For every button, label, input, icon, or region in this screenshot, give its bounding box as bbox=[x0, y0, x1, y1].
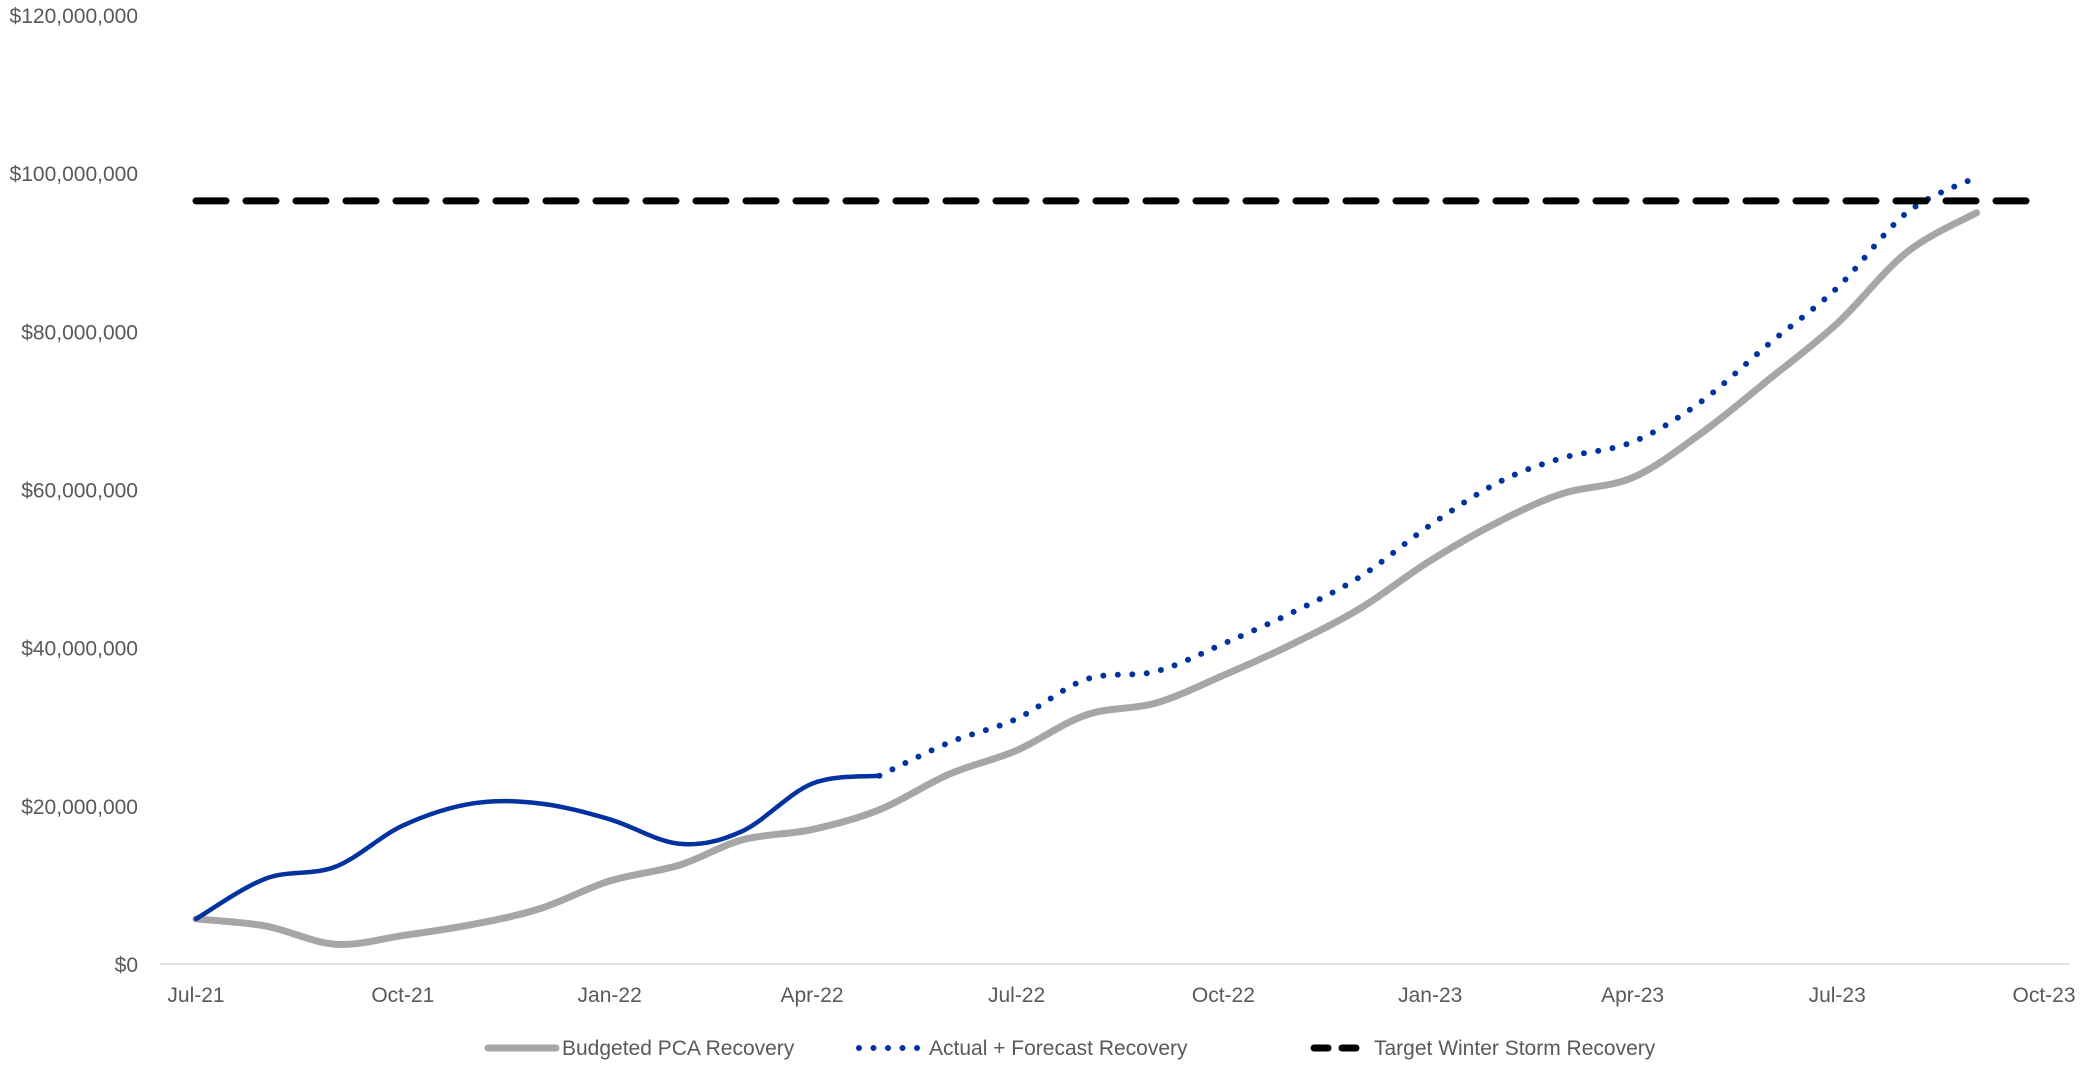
x-tick-label: Apr-22 bbox=[780, 984, 843, 1007]
y-tick-label: $80,000,000 bbox=[21, 321, 138, 344]
x-tick-label: Oct-21 bbox=[371, 984, 434, 1007]
y-tick-label: $60,000,000 bbox=[21, 480, 138, 503]
series-line-budgeted-pca-recovery bbox=[192, 209, 1981, 948]
series-line-actual-recovery bbox=[193, 773, 882, 922]
y-tick-label: $120,000,000 bbox=[10, 5, 138, 28]
series-line-actual-forecast-recovery bbox=[876, 174, 1980, 779]
y-axis-tick-labels: $0 $20,000,000 $40,000,000 $60,000,000 $80,0… bbox=[10, 5, 138, 977]
x-tick-label: Apr-23 bbox=[1601, 984, 1664, 1007]
legend-label: Budgeted PCA Recovery bbox=[562, 1037, 795, 1060]
x-tick-label: Jan-23 bbox=[1398, 984, 1462, 1007]
x-tick-label: Oct-23 bbox=[2012, 984, 2075, 1007]
series-layer bbox=[192, 174, 2048, 948]
legend-label: Actual + Forecast Recovery bbox=[929, 1037, 1188, 1060]
y-tick-label: $100,000,000 bbox=[10, 163, 138, 186]
x-tick-label: Jan-22 bbox=[578, 984, 642, 1007]
legend: Budgeted PCA Recovery Actual + Forecast R… bbox=[484, 1037, 1656, 1060]
x-axis-tick-labels: Jul-21 Oct-21 Jan-22 Apr-22 Jul-22 Oct-22 Jan-… bbox=[167, 984, 2075, 1007]
x-tick-label: Jul-23 bbox=[1809, 984, 1866, 1007]
y-tick-label: $40,000,000 bbox=[21, 638, 138, 661]
x-tick-label: Oct-22 bbox=[1192, 984, 1255, 1007]
y-tick-label: $20,000,000 bbox=[21, 796, 138, 819]
x-tick-label: Jul-22 bbox=[988, 984, 1045, 1007]
legend-label: Target Winter Storm Recovery bbox=[1374, 1037, 1656, 1060]
y-tick-label: $0 bbox=[115, 954, 138, 977]
x-tick-label: Jul-21 bbox=[167, 984, 224, 1007]
